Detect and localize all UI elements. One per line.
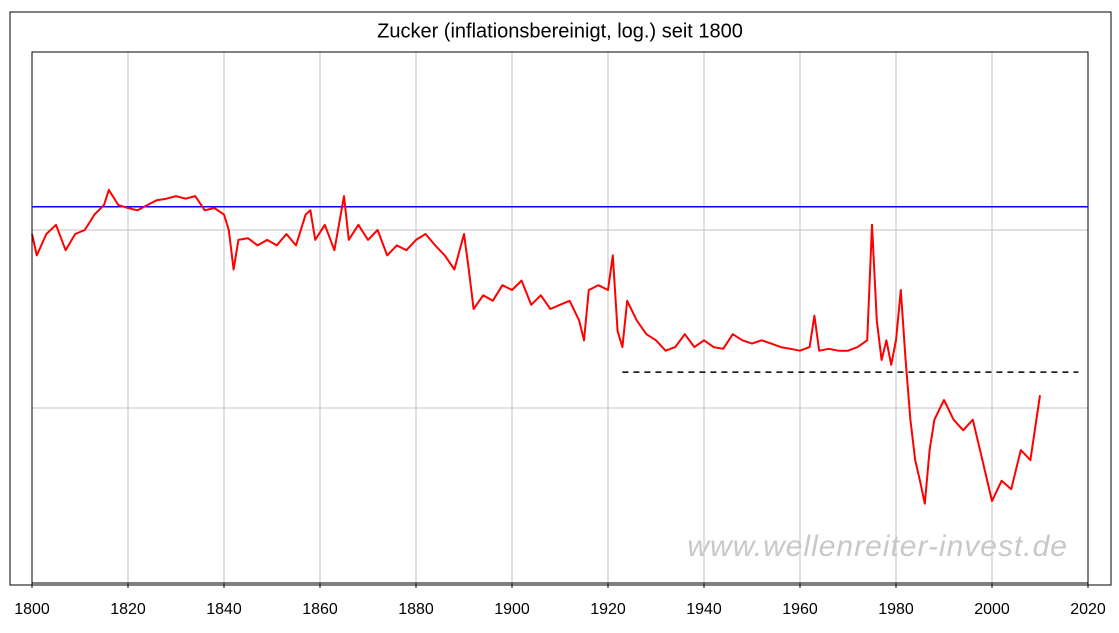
x-tick-label: 2020	[1070, 601, 1106, 618]
x-tick-label: 1960	[782, 601, 818, 618]
data-line	[31, 188, 1041, 505]
x-tick-label: 1840	[206, 601, 242, 618]
plot-frame	[31, 51, 1089, 584]
x-tick-label: 1940	[686, 601, 722, 618]
outer-frame	[9, 11, 1112, 586]
x-tick-label: 2000	[974, 601, 1010, 618]
watermark: www.wellenreiter-invest.de	[687, 530, 1068, 563]
x-tick-label: 1820	[110, 601, 146, 618]
x-tick-label: 1900	[494, 601, 530, 618]
x-tick-label: 1920	[590, 601, 626, 618]
chart-title: Zucker (inflationsbereinigt, log.) seit …	[377, 20, 743, 42]
x-tick-label: 1880	[398, 601, 434, 618]
x-tick-label: 1980	[878, 601, 914, 618]
marks	[31, 188, 1088, 505]
x-tick-label: 1800	[14, 601, 50, 618]
x-tick-label: 1860	[302, 601, 338, 618]
